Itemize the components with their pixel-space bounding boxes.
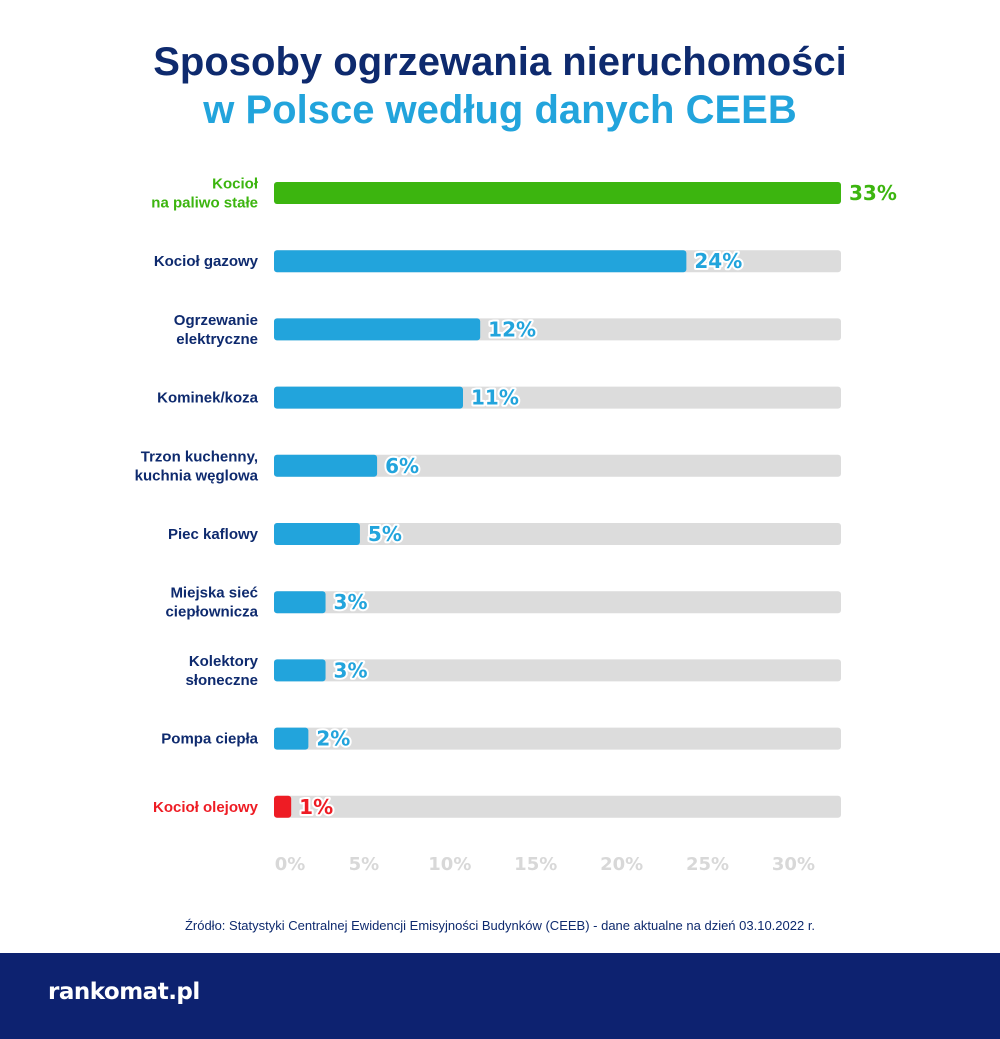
category-label: Trzon kuchenny, kuchnia węglowa xyxy=(135,448,259,484)
x-tick-label: 25% xyxy=(686,854,729,875)
bar-value-label: 11% xyxy=(471,386,519,410)
category-label: Piec kaflowy xyxy=(168,526,259,543)
footer-bar: rankomat.pl xyxy=(0,953,1000,1039)
bar-track xyxy=(274,659,841,682)
bar-value-label: 3% xyxy=(334,590,368,614)
bar xyxy=(274,454,378,477)
bar xyxy=(274,659,326,682)
bar-value-label: 5% xyxy=(368,522,402,546)
category-label: Kocioł gazowy xyxy=(154,253,259,270)
bar-track xyxy=(274,523,841,545)
bar-track xyxy=(274,795,841,818)
category-label: Kolektory słoneczne xyxy=(185,653,258,689)
bar-track xyxy=(274,591,841,614)
category-label: Kocioł olejowy xyxy=(153,799,259,816)
x-tick-label: 20% xyxy=(600,854,643,875)
category-label: Pompa ciepła xyxy=(161,731,258,748)
bar xyxy=(274,250,687,273)
bar-value-label: 33% xyxy=(849,181,897,205)
bar-value-label: 1% xyxy=(299,795,333,819)
bar xyxy=(274,523,360,545)
source-note: Źródło: Statystyki Centralnej Ewidencji … xyxy=(184,918,816,933)
bar xyxy=(274,318,481,341)
chart-title-line2: w Polsce według danych CEEB xyxy=(203,88,797,132)
bar-track xyxy=(274,727,841,750)
x-tick-label: 30% xyxy=(772,854,815,875)
category-label: Ogrzewanie elektryczne xyxy=(174,312,258,348)
bar xyxy=(274,727,309,750)
bar-value-label: 12% xyxy=(488,317,536,341)
rankomat-logo: rankomat.pl xyxy=(48,979,200,1005)
bar-chart: 33% Kocioł na paliwo stałe 24% Kocioł gazowy… xyxy=(135,176,899,876)
category-label: Kominek/koza xyxy=(157,390,259,407)
bar-value-label: 24% xyxy=(694,249,742,273)
x-tick-label: 5% xyxy=(349,854,380,875)
bar-value-label: 6% xyxy=(385,454,419,478)
x-tick-label: 0% xyxy=(275,854,306,875)
bar xyxy=(274,386,463,409)
bar xyxy=(274,591,326,614)
bar-value-label: 3% xyxy=(334,658,368,682)
chart-title-line1: Sposoby ogrzewania nieruchomości xyxy=(153,40,847,84)
x-tick-label: 10% xyxy=(428,854,471,875)
category-label: Kocioł na paliwo stałe xyxy=(151,176,259,212)
bar xyxy=(274,795,292,818)
category-label: Miejska sieć ciepłownicza xyxy=(165,585,258,621)
x-tick-label: 15% xyxy=(514,854,557,875)
bar xyxy=(274,182,841,204)
bar-value-label: 2% xyxy=(316,727,350,751)
bar-track xyxy=(274,454,841,477)
